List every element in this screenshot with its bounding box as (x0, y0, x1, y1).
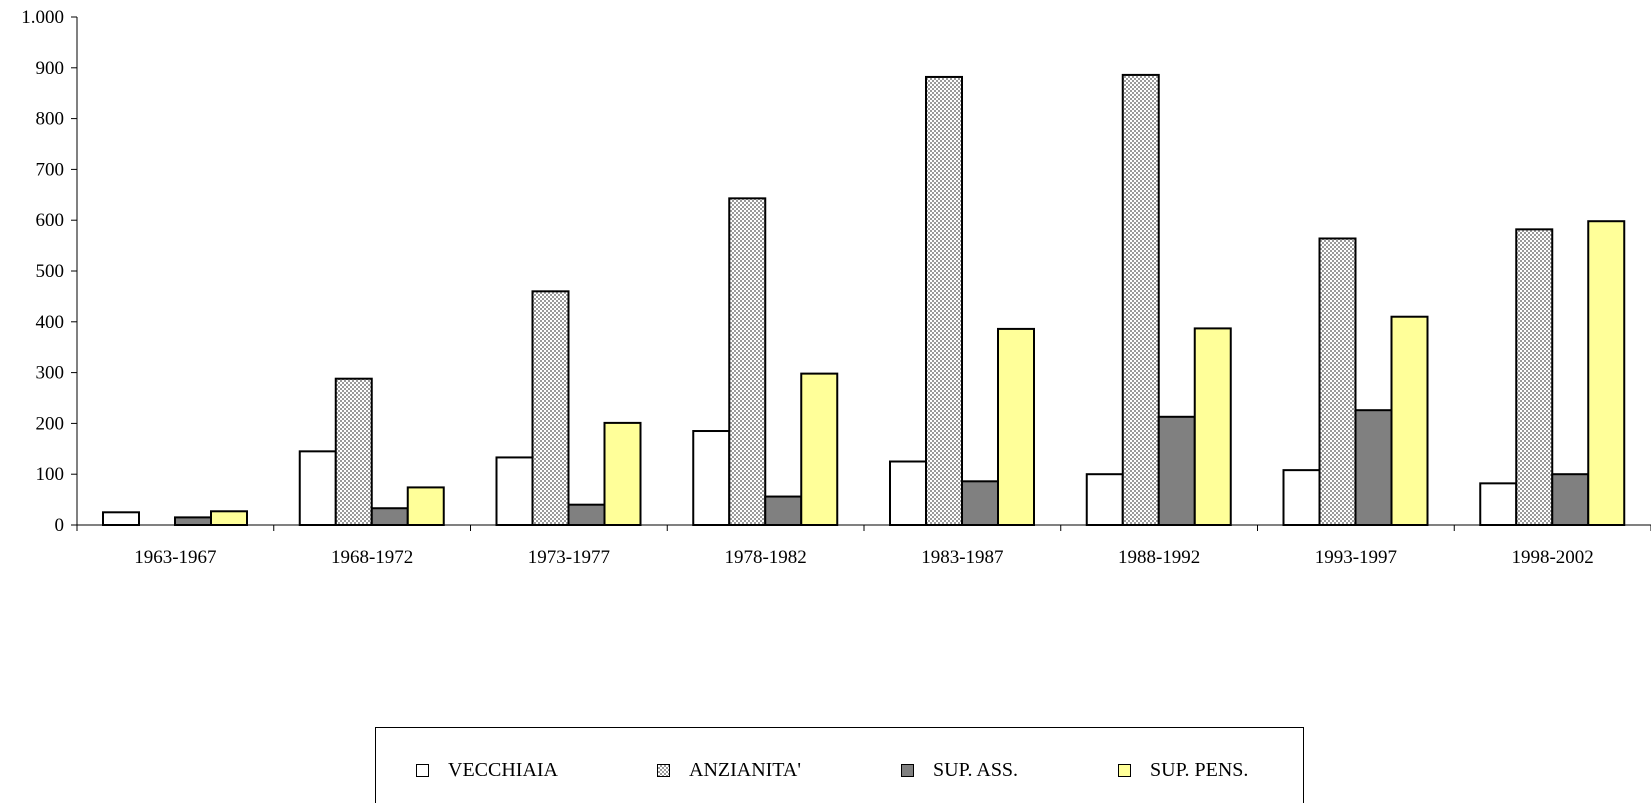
legend-item-anzianita: ANZIANITA' (657, 759, 801, 781)
bar-anzianita-1973-1977 (531, 290, 570, 526)
x-tick-label: 1988-1992 (1118, 547, 1200, 568)
bar-vecchiaia-1973-1977 (495, 456, 534, 527)
bar-sup-ass-1978-1982 (764, 495, 803, 527)
x-tick-label: 1983-1987 (921, 547, 1003, 568)
x-tick-label: 1998-2002 (1511, 547, 1593, 568)
bar-sup-ass-1988-1992 (1157, 415, 1196, 526)
bar-sup-pens-1973-1977 (603, 421, 642, 526)
legend-label-vecchiaia: VECCHIAIA (448, 758, 558, 781)
legend-swatch-vecchiaia (416, 763, 429, 777)
legend-item-vecchiaia: VECCHIAIA (416, 759, 558, 781)
y-tick-label: 400 (36, 312, 65, 333)
legend-swatch-anzianita (657, 763, 670, 777)
bar-sup-ass-1983-1987 (961, 480, 999, 527)
bar-anzianita-1978-1982 (728, 197, 767, 527)
y-tick-label: 700 (36, 159, 65, 180)
y-tick-label: 300 (36, 363, 65, 384)
bar-sup-ass-1968-1972 (370, 507, 409, 526)
bar-sup-ass-1973-1977 (567, 503, 606, 526)
bar-anzianita-1968-1972 (334, 377, 373, 527)
x-tick-label: 1968-1972 (331, 547, 413, 568)
legend-item-sup-ass: SUP. ASS. (901, 759, 1018, 781)
y-tick-label: 900 (36, 58, 65, 79)
x-tick-label: 1993-1997 (1315, 547, 1397, 568)
bar-sup-ass-1993-1997 (1354, 409, 1393, 526)
bar-sup-pens-1998-2002 (1587, 220, 1626, 526)
y-tick-label: 200 (36, 413, 65, 434)
bar-sup-ass-1998-2002 (1551, 473, 1590, 527)
bar-vecchiaia-1968-1972 (298, 450, 337, 526)
bar-sup-pens-1963-1967 (210, 510, 248, 526)
y-tick-label: 0 (55, 515, 65, 536)
bar-anzianita-1993-1997 (1318, 237, 1357, 526)
x-tick-label: 1978-1982 (724, 547, 806, 568)
x-tick-label: 1963-1967 (134, 547, 216, 568)
bars-group (102, 73, 1626, 527)
bar-sup-pens-1983-1987 (997, 327, 1035, 526)
bar-sup-pens-1988-1992 (1193, 327, 1232, 526)
bar-sup-pens-1968-1972 (406, 486, 445, 526)
bar-vecchiaia-1998-2002 (1479, 482, 1518, 526)
bar-anzianita-1988-1992 (1121, 73, 1160, 527)
axes-group: 0 100 200 300 400 500 600 700 800 900 1.000 1963-19… (21, 7, 1651, 568)
y-tick-label: 500 (36, 261, 65, 282)
bar-sup-ass-1963-1967 (174, 516, 212, 527)
legend: VECCHIAIA ANZIANITA' SUP. ASS. SUP. PENS… (375, 727, 1304, 803)
legend-swatch-sup-pens (1118, 763, 1131, 777)
legend-label-anzianita: ANZIANITA' (689, 758, 801, 781)
bar-vecchiaia-1978-1982 (692, 430, 731, 526)
legend-label-sup-pens: SUP. PENS. (1150, 758, 1249, 781)
bar-vecchiaia-1983-1987 (889, 460, 927, 526)
bar-vecchiaia-1993-1997 (1282, 469, 1321, 526)
y-tick-label: 600 (36, 210, 65, 231)
y-tick-label: 1.000 (21, 7, 64, 28)
bar-anzianita-1998-2002 (1515, 228, 1554, 526)
legend-label-sup-ass: SUP. ASS. (933, 758, 1019, 781)
legend-item-sup-pens: SUP. PENS. (1118, 759, 1248, 781)
legend-swatch-sup-ass (901, 763, 914, 777)
bar-vecchiaia-1963-1967 (102, 511, 140, 526)
bar-anzianita-1983-1987 (925, 75, 963, 526)
x-tick-label: 1973-1977 (528, 547, 610, 568)
bar-chart: 0 100 200 300 400 500 600 700 800 900 1.000 1963-19… (21, 7, 1651, 568)
bar-vecchiaia-1988-1992 (1085, 473, 1124, 527)
bar-sup-pens-1978-1982 (800, 372, 839, 526)
bar-sup-pens-1993-1997 (1390, 315, 1429, 526)
y-tick-label: 800 (36, 109, 65, 130)
y-tick-label: 100 (36, 464, 65, 485)
